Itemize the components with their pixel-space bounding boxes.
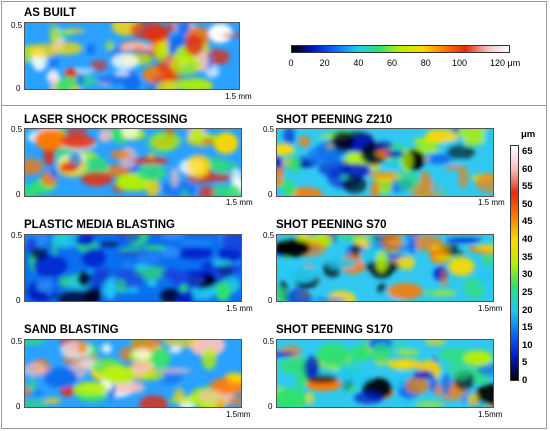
panel-title-as-built: AS BUILT (24, 7, 77, 19)
heightmap-texture (25, 129, 241, 196)
colorbar-vertical (510, 145, 519, 381)
roughness-map-sand-blasting (24, 339, 242, 408)
roughness-map-as-built (24, 22, 240, 90)
roughness-map-laser-shock (24, 128, 242, 197)
panel-title-plastic-media-blasting: PLASTIC MEDIA BLASTING (24, 219, 175, 231)
x-axis-end-label: 1.5 mm (225, 92, 252, 101)
heightmap-texture (25, 23, 239, 89)
colorbar-vertical-tick: 15 (522, 322, 533, 334)
y-tick-top: 0.5 (263, 125, 275, 134)
roughness-map-plastic-media-blasting (24, 234, 242, 302)
section-divider (1, 105, 547, 106)
roughness-map-shot-peening-z210 (276, 128, 494, 197)
panel-title-shot-peening-z210: SHOT PEENING Z210 (276, 114, 393, 126)
colorbar-vertical-tick: 65 (522, 146, 533, 158)
y-tick-bottom: 0 (16, 296, 21, 305)
colorbar-vertical-tick: 10 (522, 339, 533, 351)
colorbar-vertical-tick: 50 (522, 198, 533, 210)
panel-title-sand-blasting: SAND BLASTING (24, 324, 119, 336)
x-axis-end-label: 1.5mm (226, 410, 251, 419)
colorbar-vertical-unit: μm (521, 129, 536, 140)
colorbar-vertical-tick: 45 (522, 216, 533, 228)
y-tick-top: 0.5 (11, 125, 23, 134)
colorbar-vertical-tick: 0 (522, 375, 528, 386)
y-tick-bottom: 0 (16, 84, 21, 93)
colorbar-horizontal (291, 45, 510, 53)
roughness-map-shot-peening-s170 (276, 339, 494, 408)
y-tick-top: 0.5 (11, 21, 23, 30)
x-axis-end-label: 1.5 mm (226, 198, 253, 207)
panel-title-shot-peening-s170: SHOT PEENING S170 (276, 324, 393, 336)
colorbar-vertical-tick: 40 (522, 234, 533, 246)
colorbar-horizontal-tick: 80 (420, 58, 431, 68)
colorbar-horizontal-tick: 60 (387, 58, 398, 68)
y-tick-top: 0.5 (11, 337, 23, 346)
y-tick-bottom: 0 (268, 402, 273, 411)
x-axis-end-label: 1.5mm (478, 304, 503, 313)
colorbar-horizontal-tick: 0 (288, 58, 294, 68)
x-axis-end-label: 1.5 mm (226, 304, 253, 313)
heightmap-texture (25, 235, 241, 301)
heightmap-texture (277, 340, 493, 407)
x-axis-end-label: 1.5 mm (478, 198, 505, 207)
heightmap-texture (25, 340, 241, 407)
colorbar-horizontal-tick: 100 (451, 58, 467, 68)
y-tick-top: 0.5 (263, 337, 275, 346)
y-tick-top: 0.5 (11, 231, 23, 240)
colorbar-vertical-tick: 60 (522, 163, 533, 175)
colorbar-horizontal-tick: 120 μm (490, 58, 521, 68)
x-axis-end-label: 1.5mm (478, 410, 503, 419)
panel-title-laser-shock: LASER SHOCK PROCESSING (24, 114, 188, 126)
colorbar-vertical-tick: 5 (522, 357, 528, 369)
y-tick-bottom: 0 (268, 190, 273, 199)
colorbar-vertical-tick: 20 (522, 304, 533, 316)
colorbar-vertical-tick: 35 (522, 251, 533, 263)
heightmap-texture (277, 129, 493, 196)
roughness-map-shot-peening-s70 (276, 234, 494, 302)
colorbar-vertical-tick: 25 (522, 286, 533, 298)
panel-title-shot-peening-s70: SHOT PEENING S70 (276, 219, 387, 231)
colorbar-horizontal-tick: 40 (353, 58, 364, 68)
colorbar-vertical-tick: 55 (522, 181, 533, 193)
y-tick-top: 0.5 (263, 231, 275, 240)
y-tick-bottom: 0 (268, 296, 273, 305)
y-tick-bottom: 0 (16, 402, 21, 411)
colorbar-horizontal-tick: 20 (319, 58, 330, 68)
colorbar-vertical-tick: 30 (522, 269, 533, 281)
y-tick-bottom: 0 (16, 190, 21, 199)
heightmap-texture (277, 235, 493, 301)
